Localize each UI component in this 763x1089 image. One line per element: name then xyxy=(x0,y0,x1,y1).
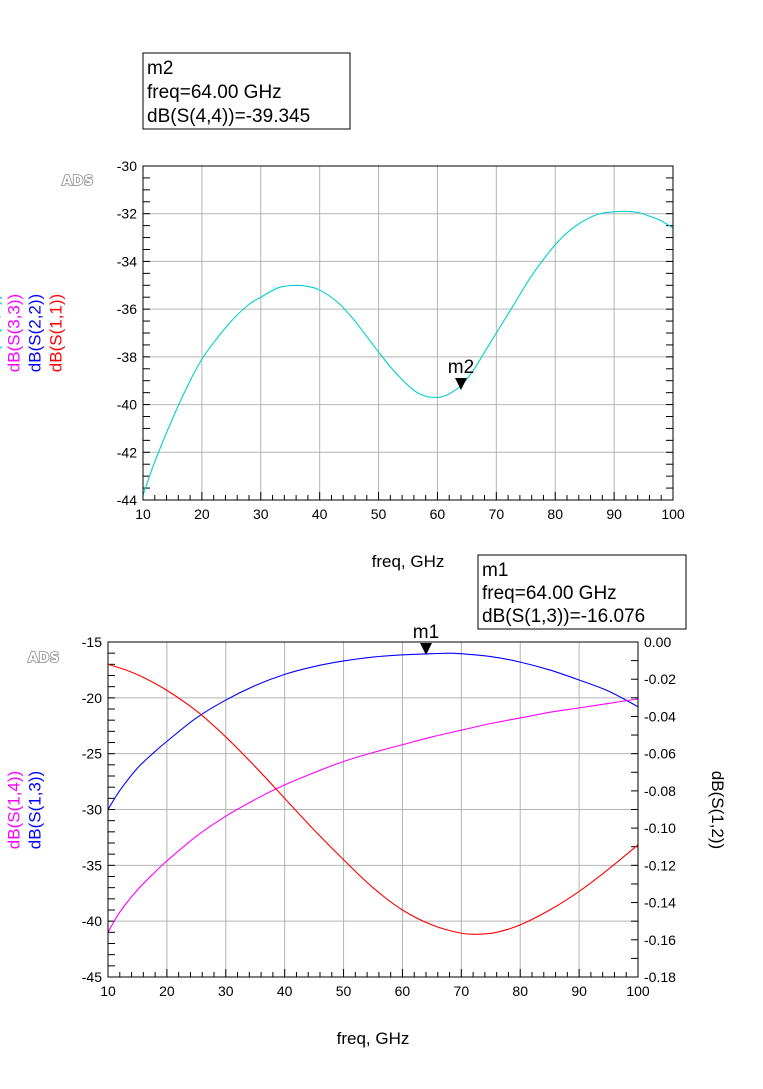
series-bottom xyxy=(107,652,639,935)
series-line-db-s-1-4- xyxy=(107,698,639,933)
plot-frame-bottom xyxy=(107,641,639,978)
y2-tick-label: -0.10 xyxy=(644,820,676,836)
x-tick-label: 60 xyxy=(430,506,446,522)
marker-label: m2 xyxy=(448,357,474,378)
y-axis-title-line: dB(S(4,4)) xyxy=(0,294,3,372)
y-tick-label: -20 xyxy=(82,690,102,706)
y2-tick-label: -0.08 xyxy=(644,783,676,799)
marker-m2: m2 xyxy=(448,357,474,390)
y-tick-label: -30 xyxy=(117,158,137,174)
y2-tick-label: -0.14 xyxy=(644,895,676,911)
y-axis-title-bottom: dB(S(1,4)) dB(S(1,3)) xyxy=(5,771,45,849)
series-line-db-s-1-2- xyxy=(107,663,639,935)
y-tick-label: -36 xyxy=(117,301,137,317)
marker-triangle xyxy=(455,377,467,390)
x-tick-labels-top: 10 20 30 40 50 60 70 80 90 100 xyxy=(135,506,685,522)
y-axis-title-line: dB(S(2,2)) xyxy=(26,294,45,372)
marker-m1-freq: freq=64.00 GHz xyxy=(482,583,617,604)
y2-tick-label: -0.06 xyxy=(644,746,676,762)
x-tick-label: 80 xyxy=(547,506,563,522)
y-tick-label: -15 xyxy=(82,634,102,650)
x-tick-label: 50 xyxy=(371,506,387,522)
x-tick-label: 50 xyxy=(336,983,352,999)
marker-m1-value: dB(S(1,3))=-16.076 xyxy=(482,606,645,627)
x-tick-label: 20 xyxy=(159,983,175,999)
x-tick-label: 30 xyxy=(253,506,269,522)
y-axis-title-line: dB(S(1,4)) xyxy=(5,771,24,849)
x-tick-labels-bottom: 10 20 30 40 50 60 70 80 90 100 xyxy=(100,983,650,999)
ads-logo-top: ADS xyxy=(62,174,94,189)
y-tick-labels-bottom: -15 -20 -25 -30 -35 -40 -45 xyxy=(82,634,102,985)
chart-bottom: m1 freq=64.00 GHz dB(S(1,3))=-16.076 ADS… xyxy=(5,554,727,1048)
y-tick-label: -30 xyxy=(82,802,102,818)
plot-grid-bottom xyxy=(107,641,639,978)
y-tick-label: -34 xyxy=(117,253,137,269)
marker-m2-freq: freq=64.00 GHz xyxy=(147,82,282,103)
y-tick-label: -44 xyxy=(117,492,137,508)
x-tick-label: 70 xyxy=(489,506,505,522)
marker-triangle xyxy=(420,643,432,656)
y-tick-label: -38 xyxy=(117,349,137,365)
y-tick-label: -42 xyxy=(117,444,137,460)
marker-box-m1: m1 freq=64.00 GHz dB(S(1,3))=-16.076 xyxy=(477,554,687,630)
x-axis-title-top: freq, GHz xyxy=(372,552,445,571)
x-tick-label: 90 xyxy=(571,983,587,999)
y-tick-label: -45 xyxy=(82,969,102,985)
x-tick-label: 40 xyxy=(277,983,293,999)
x-tick-label: 60 xyxy=(395,983,411,999)
y2-tick-label: -0.04 xyxy=(644,708,676,724)
x-axis-title-bottom: freq, GHz xyxy=(337,1029,410,1048)
x-tick-label: 90 xyxy=(606,506,622,522)
marker-m2-value: dB(S(4,4))=-39.345 xyxy=(147,106,310,127)
series-line-db-s-1-3- xyxy=(107,652,639,810)
marker-m2-name: m2 xyxy=(147,58,173,79)
x-tick-label: 100 xyxy=(626,983,650,999)
y-tick-labels-top: -30 -32 -34 -36 -38 -40 -42 -44 xyxy=(117,158,137,508)
y2-tick-label: -0.18 xyxy=(644,969,676,985)
series-top xyxy=(142,210,674,496)
marker-m1: m1 xyxy=(413,622,439,656)
x-tick-label: 80 xyxy=(512,983,528,999)
x-tick-label: 100 xyxy=(661,506,685,522)
y-tick-label: -32 xyxy=(117,206,137,222)
marker-m1-name: m1 xyxy=(482,560,508,581)
y-tick-label: -35 xyxy=(82,857,102,873)
y2-tick-label: -0.02 xyxy=(644,671,676,687)
y-tick-label: -40 xyxy=(82,913,102,929)
x-tick-label: 10 xyxy=(100,983,116,999)
y-axis-title-line: dB(S(1,3)) xyxy=(26,771,45,849)
series-line-db-s-4-4- xyxy=(142,210,674,496)
x-tick-label: 70 xyxy=(454,983,470,999)
marker-label: m1 xyxy=(413,622,439,643)
y2-tick-label: -0.16 xyxy=(644,932,676,948)
x-tick-label: 10 xyxy=(135,506,151,522)
plot-frame-top xyxy=(142,165,674,501)
x-tick-label: 20 xyxy=(194,506,210,522)
y2-tick-label: 0.00 xyxy=(644,634,671,650)
y-axis-title-top: dB(S(4,4)) dB(S(3,3)) dB(S(2,2)) dB(S(1,1)) xyxy=(0,294,66,372)
y-axis-title-line: dB(S(3,3)) xyxy=(5,294,24,372)
x-tick-label: 30 xyxy=(218,983,234,999)
y2-tick-label: -0.12 xyxy=(644,857,676,873)
y2-axis-title-bottom: dB(S(1,2)) xyxy=(708,771,727,849)
y-tick-label: -25 xyxy=(82,746,102,762)
marker-box-m2: m2 freq=64.00 GHz dB(S(4,4))=-39.345 xyxy=(142,52,351,130)
x-tick-label: 40 xyxy=(312,506,328,522)
ads-logo-bottom: ADS xyxy=(28,651,60,666)
y2-tick-labels-bottom: 0.00 -0.02 -0.04 -0.06 -0.08 -0.10 -0.12 -0.14 -… xyxy=(644,634,676,985)
y-axis-title-line: dB(S(1,1)) xyxy=(47,294,66,372)
y-tick-label: -40 xyxy=(117,397,137,413)
chart-top: m2 freq=64.00 GHz dB(S(4,4))=-39.345 ADS… xyxy=(0,52,685,571)
